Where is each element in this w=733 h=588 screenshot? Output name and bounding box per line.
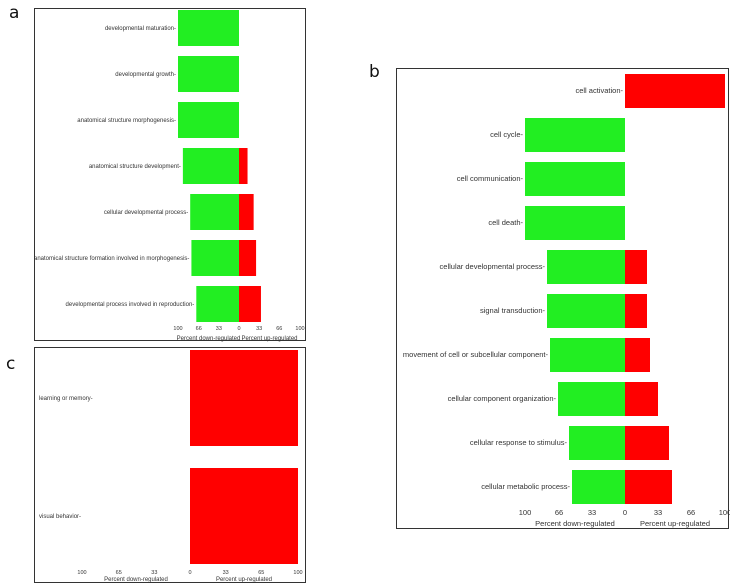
- bar-up-a-6: [239, 286, 261, 322]
- category-label-a-5: anatomical structure formation involved …: [35, 256, 189, 262]
- x-tick-right-a-0: 33: [256, 326, 262, 332]
- x-tick-left-c-3: 0: [188, 570, 191, 576]
- x-tick-right-c-1: 65: [258, 570, 264, 576]
- category-label-b-4: cellular developmental process-: [440, 262, 546, 271]
- bar-up-b-6: [625, 338, 650, 372]
- bar-up-b-7: [625, 382, 658, 416]
- category-label-b-6: movement of cell or subcellular componen…: [403, 350, 549, 359]
- x-label-left-b: Percent down-regulated: [535, 519, 615, 528]
- x-tick-right-b-0: 33: [654, 508, 662, 517]
- bar-down-b-5: [547, 294, 625, 328]
- category-label-b-8: cellular response to stimulus-: [470, 438, 568, 447]
- category-label-a-2: anatomical structure morphogenesis-: [77, 118, 176, 124]
- bar-up-b-0: [625, 74, 725, 108]
- bar-up-b-8: [625, 426, 669, 460]
- category-label-b-1: cell cycle-: [490, 130, 523, 139]
- category-label-b-9: cellular metabolic process-: [481, 482, 570, 491]
- category-label-c-0: learning or memory-: [39, 396, 93, 402]
- bar-down-a-0: [178, 10, 239, 46]
- x-tick-left-a-0: 100: [173, 326, 182, 332]
- bar-down-b-3: [525, 206, 625, 240]
- x-tick-left-b-2: 33: [588, 508, 596, 517]
- x-tick-right-a-2: 100: [295, 326, 304, 332]
- category-label-a-0: developmental maturation-: [105, 26, 176, 32]
- x-tick-right-b-1: 66: [687, 508, 695, 517]
- panel-label-b: b: [369, 62, 380, 82]
- category-label-a-3: anatomical structure development-: [89, 164, 181, 170]
- bar-up-a-5: [239, 240, 257, 276]
- category-label-a-6: developmental process involved in reprod…: [66, 302, 195, 308]
- bar-up-a-3: [239, 148, 248, 184]
- category-label-b-3: cell death-: [488, 218, 523, 227]
- x-tick-left-c-1: 65: [116, 570, 122, 576]
- bar-down-a-4: [190, 194, 239, 230]
- x-tick-left-b-0: 100: [519, 508, 532, 517]
- bar-down-a-3: [182, 148, 239, 184]
- chart-panel-c: learning or memory-visual behavior- 100 65…: [34, 347, 306, 583]
- x-label-right-a: Percent up-regulated: [241, 336, 297, 342]
- category-label-b-0: cell activation-: [575, 86, 623, 95]
- category-label-a-4: cellular developmental process-: [104, 210, 188, 216]
- bar-up-c-1: [190, 468, 298, 564]
- bar-down-b-9: [572, 470, 625, 504]
- x-label-right-c: Percent up-regulated: [216, 577, 272, 583]
- bar-down-a-6: [196, 286, 239, 322]
- bar-up-b-4: [625, 250, 647, 284]
- bar-down-b-4: [547, 250, 625, 284]
- x-tick-left-a-3: 0: [237, 326, 240, 332]
- chart-b-svg: cell activation-cell cycle-cell communic…: [403, 74, 730, 528]
- x-tick-left-c-0: 100: [77, 570, 86, 576]
- category-label-c-1: visual behavior-: [39, 514, 81, 520]
- x-tick-right-a-1: 66: [276, 326, 282, 332]
- x-label-left-c: Percent down-regulated: [104, 577, 168, 583]
- chart-c-svg: learning or memory-visual behavior- 100 65…: [39, 350, 303, 583]
- bar-down-b-2: [525, 162, 625, 196]
- x-tick-left-c-2: 33: [151, 570, 157, 576]
- chart-a-svg: developmental maturation-developmental g…: [35, 10, 305, 342]
- bar-down-b-6: [550, 338, 625, 372]
- chart-panel-b: cell activation-cell cycle-cell communic…: [396, 68, 730, 529]
- category-label-b-5: signal transduction-: [480, 306, 546, 315]
- panel-label-c: c: [6, 354, 16, 374]
- category-label-b-7: cellular component organization-: [448, 394, 557, 403]
- x-tick-left-b-1: 66: [555, 508, 563, 517]
- panel-label-a: a: [9, 3, 20, 23]
- bar-up-a-4: [239, 194, 254, 230]
- bar-down-a-5: [191, 240, 239, 276]
- bar-down-a-1: [178, 56, 239, 92]
- x-tick-right-b-2: 100: [719, 508, 730, 517]
- bar-down-b-8: [569, 426, 625, 460]
- x-tick-left-b-3: 0: [623, 508, 627, 517]
- bar-up-b-5: [625, 294, 647, 328]
- bar-down-b-1: [525, 118, 625, 152]
- x-label-right-b: Percent up-regulated: [640, 519, 710, 528]
- category-label-a-1: developmental growth-: [115, 72, 176, 78]
- bar-down-a-2: [178, 102, 239, 138]
- x-tick-left-a-1: 66: [196, 326, 202, 332]
- bar-up-c-0: [190, 350, 298, 446]
- x-tick-right-c-0: 33: [223, 570, 229, 576]
- chart-panel-a: developmental maturation-developmental g…: [34, 8, 306, 342]
- x-tick-left-a-2: 33: [216, 326, 222, 332]
- bar-up-b-9: [625, 470, 672, 504]
- x-tick-right-c-2: 100: [293, 570, 302, 576]
- bar-down-b-7: [558, 382, 625, 416]
- category-label-b-2: cell communication-: [457, 174, 524, 183]
- x-label-left-a: Percent down-regulated: [177, 336, 241, 342]
